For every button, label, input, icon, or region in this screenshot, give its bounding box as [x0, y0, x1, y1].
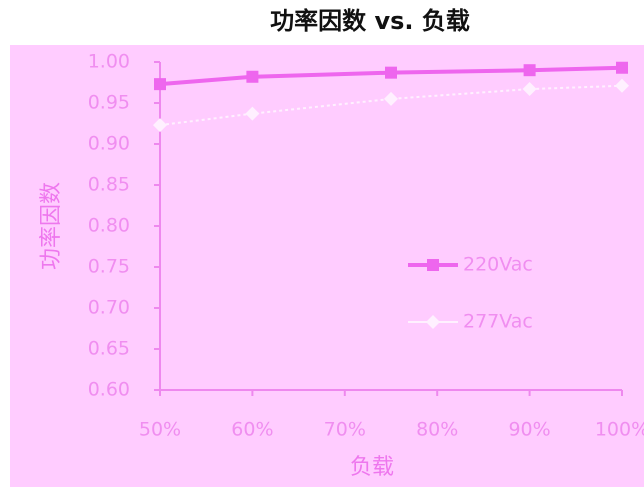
data-point: [522, 82, 537, 97]
legend-label: 220Vac: [463, 254, 533, 276]
x-tick-label: 70%: [324, 419, 366, 441]
data-point: [616, 61, 628, 74]
x-tick-label: 50%: [139, 419, 181, 441]
chart-title: 功率因数 vs. 负载: [270, 7, 470, 35]
data-point: [153, 118, 167, 133]
y-tick-label: 0.75: [88, 256, 130, 278]
y-tick-label: 0.90: [88, 133, 130, 155]
data-point: [385, 66, 397, 79]
x-tick-label: 60%: [231, 419, 273, 441]
y-tick-label: 0.85: [88, 174, 130, 196]
x-axis-title: 负载: [350, 455, 394, 480]
data-point: [246, 70, 259, 83]
legend-label: 277Vac: [463, 311, 533, 333]
y-tick-label: 0.65: [88, 338, 130, 360]
y-tick-label: 0.95: [88, 92, 130, 114]
x-tick-label: 90%: [508, 419, 550, 441]
data-point: [615, 78, 629, 93]
y-tick-label: 0.60: [88, 379, 130, 401]
data-point: [245, 106, 260, 121]
legend-marker: [426, 315, 440, 329]
series-line: [159, 84, 623, 127]
x-tick-label: 100%: [595, 419, 644, 441]
y-tick-label: 0.70: [88, 297, 130, 319]
x-tick-label: 80%: [416, 419, 458, 441]
data-point: [384, 91, 398, 106]
y-axis-title: 功率因数: [39, 182, 64, 270]
chart-background: [10, 45, 644, 487]
legend-marker: [427, 259, 439, 271]
y-tick-label: 0.80: [88, 215, 130, 237]
data-point: [523, 64, 536, 77]
data-point: [154, 78, 166, 91]
y-tick-label: 1.00: [88, 51, 130, 73]
